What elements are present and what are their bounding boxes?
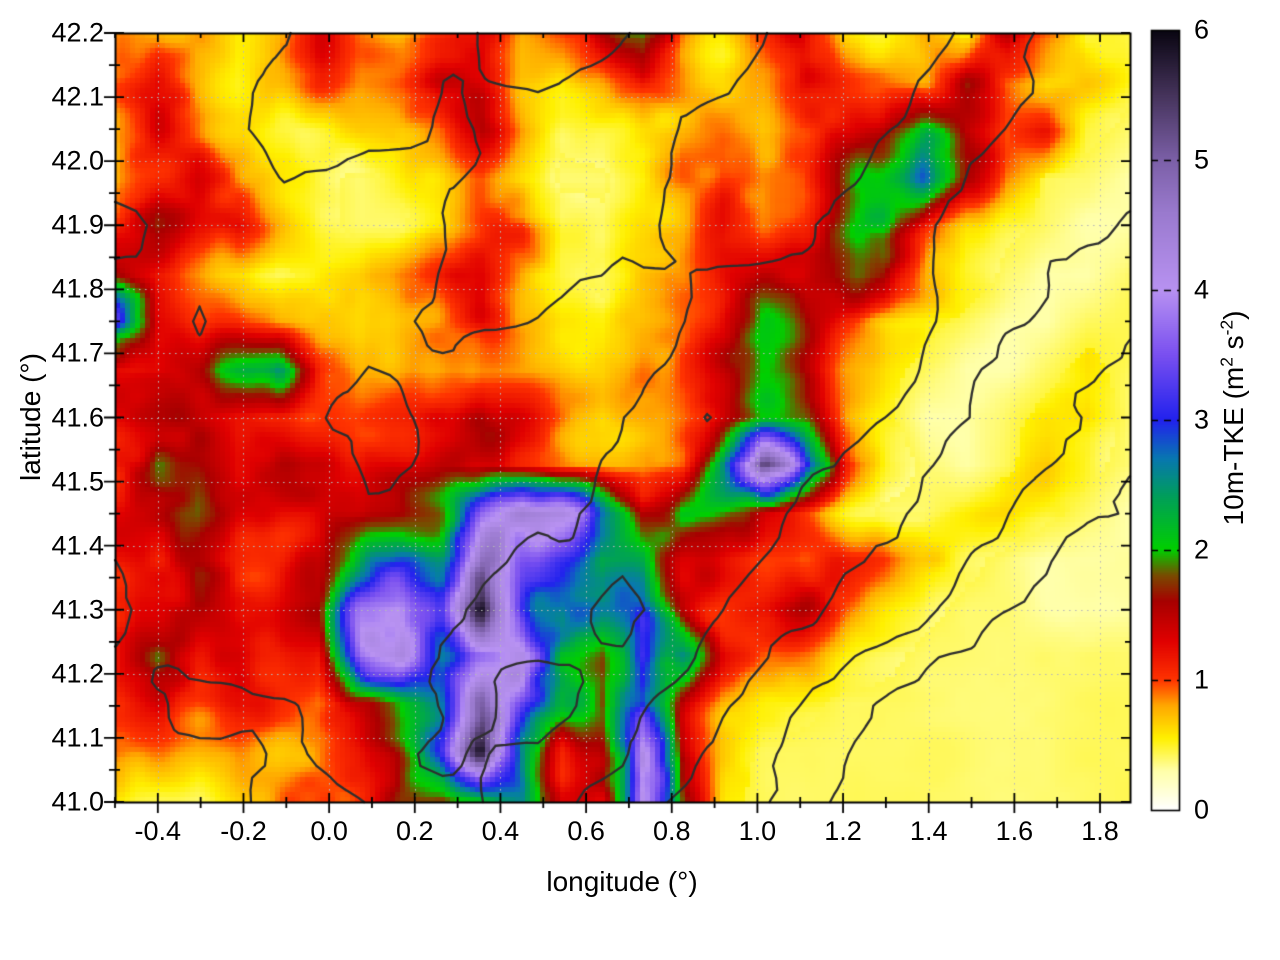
y-tick-label: 41.0 — [51, 786, 104, 817]
y-tick-label: 41.6 — [51, 402, 104, 432]
y-tick-label: 41.9 — [51, 209, 104, 240]
colorbar-title-close: ) — [1218, 310, 1249, 320]
colorbar-tick-label: 0 — [1194, 794, 1210, 825]
colorbar-tick-label: 1 — [1194, 664, 1210, 695]
x-tick-label: 0.6 — [567, 816, 605, 846]
y-tick-label: 41.1 — [51, 722, 104, 753]
colorbar-title-text2: s — [1218, 335, 1249, 358]
x-tick-label: 1.8 — [1081, 816, 1119, 846]
x-tick-label: 1.4 — [909, 816, 948, 846]
colorbar-tick-label: 5 — [1194, 144, 1210, 175]
colorbar-title: 10m-TKE (m2 s-2) — [1216, 310, 1249, 526]
y-tick-label: 42.2 — [51, 17, 104, 48]
y-tick-label: 41.5 — [51, 466, 104, 497]
y-tick-label: 41.2 — [51, 658, 104, 689]
colorbar-tick-label: 6 — [1194, 14, 1210, 45]
colorbar-title-sup2: 2 — [1216, 357, 1237, 367]
colorbar-tick-label: 4 — [1194, 274, 1210, 305]
x-tick-label: 1.6 — [995, 816, 1034, 846]
x-tick-label: 0.2 — [396, 816, 434, 846]
colorbar-tick-label: 3 — [1194, 404, 1210, 435]
y-tick-label: 42.0 — [51, 145, 104, 176]
y-tick-label: 41.3 — [51, 594, 104, 625]
x-tick-label: 0.8 — [652, 816, 691, 846]
y-tick-label: 41.7 — [51, 337, 104, 368]
x-tick-label: 0.0 — [310, 816, 348, 846]
x-tick-label: 1.0 — [738, 816, 777, 846]
x-tick-label: 1.2 — [824, 816, 862, 846]
x-axis-title: longitude (°) — [546, 866, 698, 897]
x-tick-label: -0.2 — [220, 816, 267, 846]
y-tick-label: 42.1 — [51, 81, 104, 112]
y-axis-title: latitude (°) — [15, 353, 46, 481]
y-tick-label: 41.4 — [51, 530, 104, 561]
y-tick-label: 41.8 — [51, 273, 104, 304]
colorbar-title-supneg2: -2 — [1216, 319, 1237, 336]
colorbar-tick-label: 2 — [1194, 534, 1210, 565]
x-tick-label: 0.4 — [481, 816, 520, 846]
x-tick-label: -0.4 — [134, 816, 182, 846]
colorbar-title-text: 10m-TKE (m — [1218, 366, 1249, 526]
